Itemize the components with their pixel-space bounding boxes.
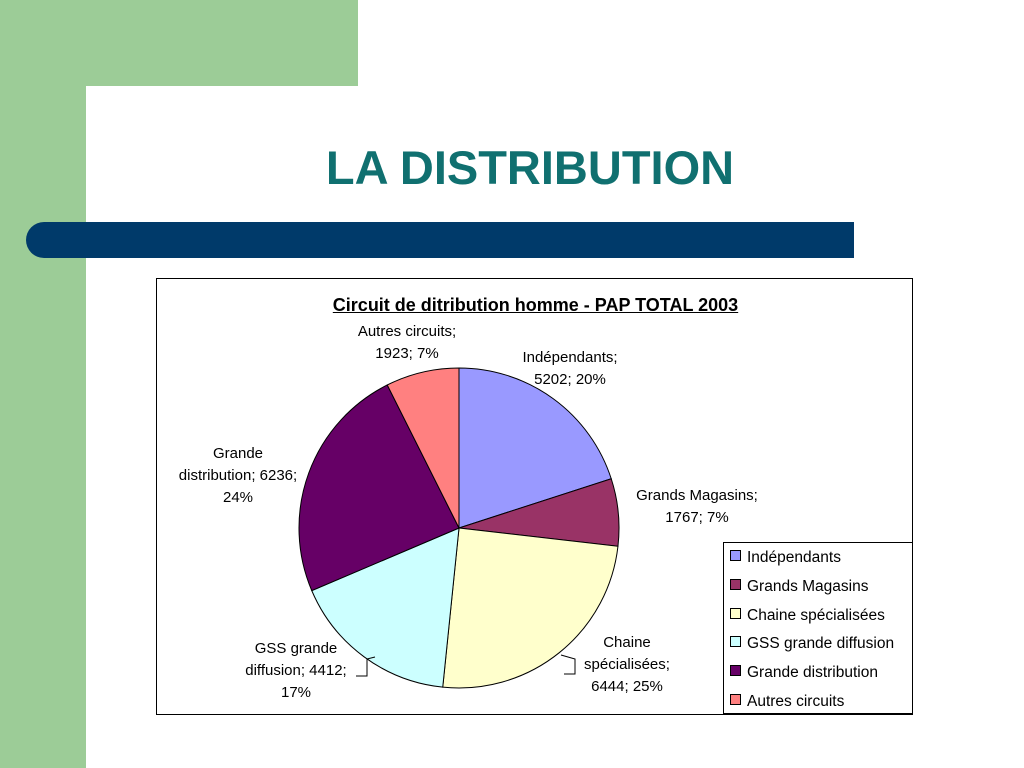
data-label: Indépendants; 5202; 20% [505,347,635,391]
pie-slice-grande-distribution [298,384,460,592]
legend-label: Chaine spécialisées [747,606,885,624]
legend-label: Grande distribution [747,664,878,682]
pie-slice-autres-circuits [386,367,460,529]
data-label-line: diffusion; 4412; [245,662,347,679]
data-label-line: Indépendants; [522,349,618,366]
legend-item: GSS grande diffusion [730,634,894,654]
legend-item: Grande distribution [730,663,878,683]
data-label-line: Chaine [603,634,651,651]
leader-line [560,654,576,675]
data-label-line: Grande [212,445,264,462]
data-label-line: Grands Magasins; [636,487,758,504]
legend-swatch [730,694,741,705]
data-label: GSS grande diffusion; 4412; 17% [229,638,363,704]
data-label-line: 24% [222,489,254,506]
data-label: Autres circuits; 1923; 7% [337,321,477,365]
leader-line [356,656,376,677]
title-underline-bar [26,222,854,258]
legend-swatch [730,607,741,619]
chart-title: Circuit de ditribution homme - PAP TOTAL… [332,295,739,315]
green-accent-left [0,0,86,768]
data-label-line: distribution; 6236; [178,467,298,484]
pie-slice-chaine-sp-cialis-es [442,527,619,689]
chart-legend: Indépendants Grands Magasins Chaine spécia… [723,542,913,714]
legend-item: Chaine spécialisées [730,606,885,626]
slide-title: LA DISTRIBUTION [325,141,735,194]
legend-swatch [730,665,741,677]
legend-item: Autres circuits [730,692,844,712]
legend-item: Indépendants [730,548,841,568]
data-label: Grande distribution; 6236; 24% [163,443,313,509]
legend-label: Indépendants [747,549,841,566]
data-label-line: 5202; 20% [534,371,606,388]
legend-label: GSS grande diffusion [747,635,895,653]
legend-swatch [730,578,741,590]
legend-label: Grands Magasins [747,577,869,595]
pie-slice-ind-pendants [458,367,612,529]
legend-item: Grands Magasins [730,577,868,597]
data-label-line: GSS grande [254,640,338,657]
data-label-line: spécialisées; [584,656,670,673]
data-label: Grands Magasins; 1767; 7% [617,485,777,529]
data-label-line: 6444; 25% [591,678,663,695]
data-label-line: 1923; 7% [375,345,439,362]
legend-swatch [730,550,741,561]
legend-swatch [730,636,741,648]
pie-chart [298,367,620,689]
legend-label: Autres circuits [747,693,845,710]
pie-slice-gss-grande-diffusion [311,527,460,688]
data-label-line: 1767; 7% [665,509,729,526]
data-label-line: Autres circuits; [357,323,457,340]
chart-frame: Circuit de ditribution homme - PAP TOTAL… [156,278,913,715]
data-label-line: 17% [280,684,312,701]
data-label: Chaine spécialisées; 6444; 25% [565,632,689,698]
